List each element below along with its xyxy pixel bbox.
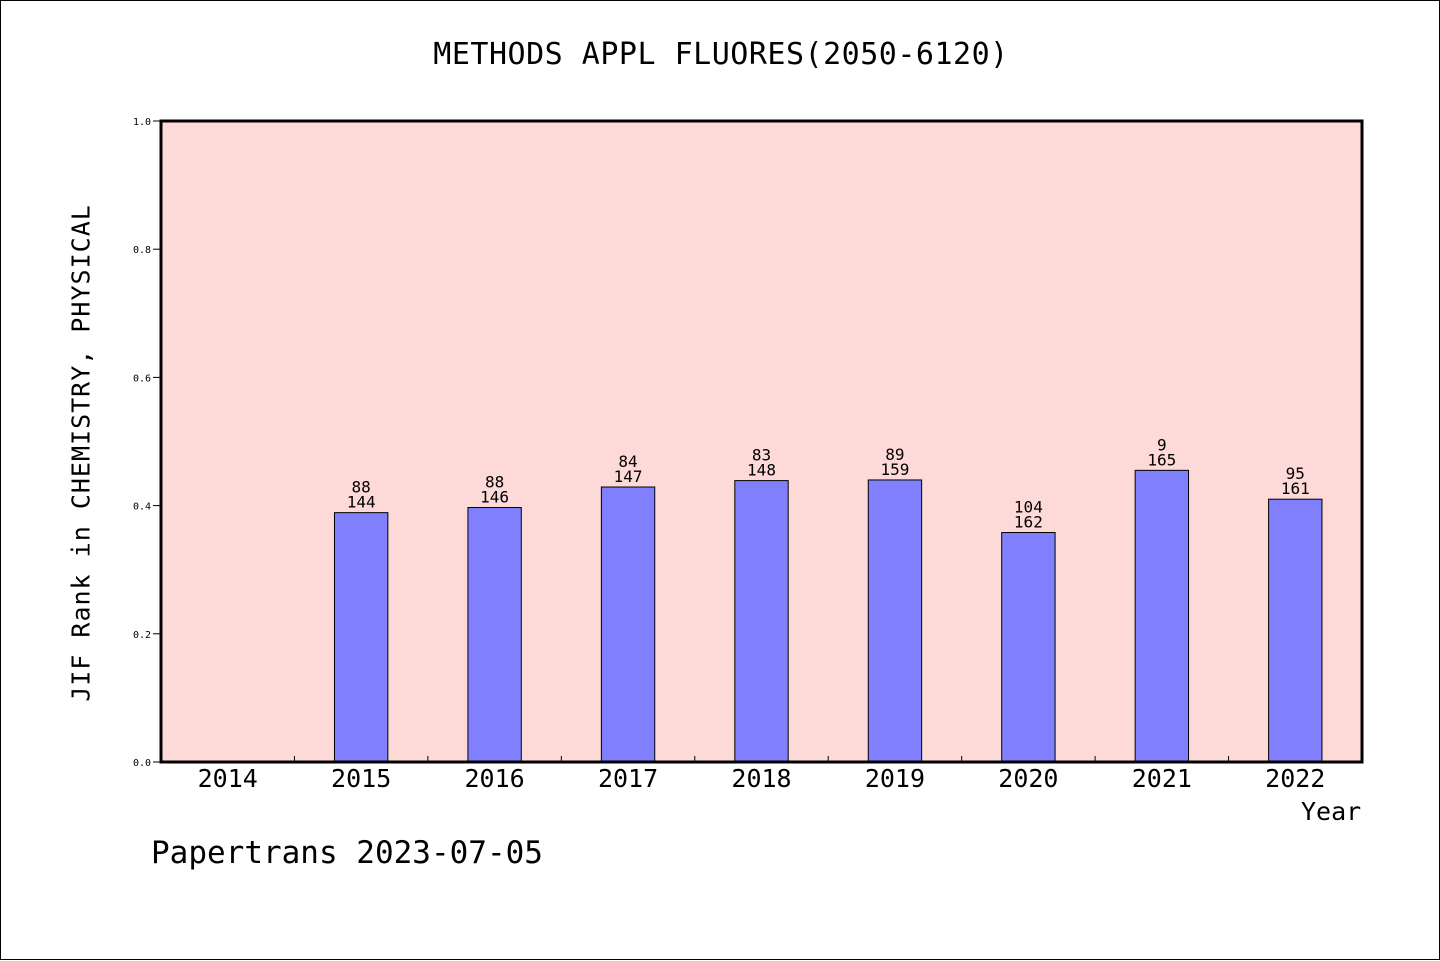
x-tick-label-2018: 2018 — [731, 764, 791, 793]
y-tick-label-0.0: 0.0 — [133, 758, 151, 769]
bar-rank-label-2018: 83 — [752, 446, 771, 465]
bar-rank-label-2019: 89 — [885, 445, 904, 464]
bar-2021 — [1134, 469, 1190, 763]
bar-total-label-2022: 161 — [1281, 479, 1310, 498]
bar-total-label-2019: 159 — [880, 460, 909, 479]
chart-title: METHODS APPL FLUORES(2050-6120) — [433, 37, 1009, 72]
bar-2015 — [333, 512, 389, 763]
bar-2020 — [1001, 532, 1056, 763]
bar-rank-label-2015: 88 — [352, 478, 371, 497]
x-tick-label-2016: 2016 — [465, 764, 525, 793]
y-tick-label-0.6: 0.6 — [133, 373, 151, 384]
bar-rank-label-2017: 84 — [618, 452, 637, 471]
bar-rank-label-2016: 88 — [485, 473, 504, 492]
bar-total-label-2017: 147 — [614, 467, 643, 486]
footer-credit: Papertrans 2023-07-05 — [151, 835, 543, 871]
x-tick-label-2017: 2017 — [598, 764, 658, 793]
x-axis-label: Year — [1301, 797, 1362, 826]
bar-2017 — [600, 486, 656, 763]
plot-border — [159, 119, 1364, 764]
x-tick-label-2014: 2014 — [198, 764, 258, 793]
bar-rank-label-2020: 104 — [1014, 498, 1043, 517]
x-tick-label-2021: 2021 — [1132, 764, 1192, 793]
ticks-group: 2014 2015 2016 2017 2018 2019 2020 2021 2022 0.0 0… — [133, 117, 1325, 793]
x-tick-label-2019: 2019 — [865, 764, 925, 793]
y-tick-label-0.2: 0.2 — [133, 630, 151, 641]
bar-total-label-2016: 146 — [480, 488, 509, 507]
bar-total-label-2018: 148 — [747, 461, 776, 480]
x-tick-label-2020: 2020 — [998, 764, 1058, 793]
y-tick-label-1.0: 1.0 — [133, 117, 151, 128]
bar-total-label-2020: 162 — [1014, 513, 1043, 532]
bar-2019 — [867, 479, 923, 763]
bar-total-label-2021: 165 — [1147, 450, 1176, 469]
bar-2018 — [734, 480, 789, 763]
bar-rank-label-2022: 95 — [1286, 464, 1305, 483]
bar-total-label-2015: 144 — [347, 493, 376, 512]
bar-2016 — [467, 507, 522, 763]
x-tick-label-2015: 2015 — [331, 764, 391, 793]
bar-2022 — [1268, 498, 1323, 763]
y-tick-label-0.8: 0.8 — [133, 245, 151, 256]
y-tick-label-0.4: 0.4 — [133, 502, 151, 513]
bar-rank-label-2021: 9 — [1157, 435, 1167, 454]
x-tick-label-2022: 2022 — [1265, 764, 1325, 793]
